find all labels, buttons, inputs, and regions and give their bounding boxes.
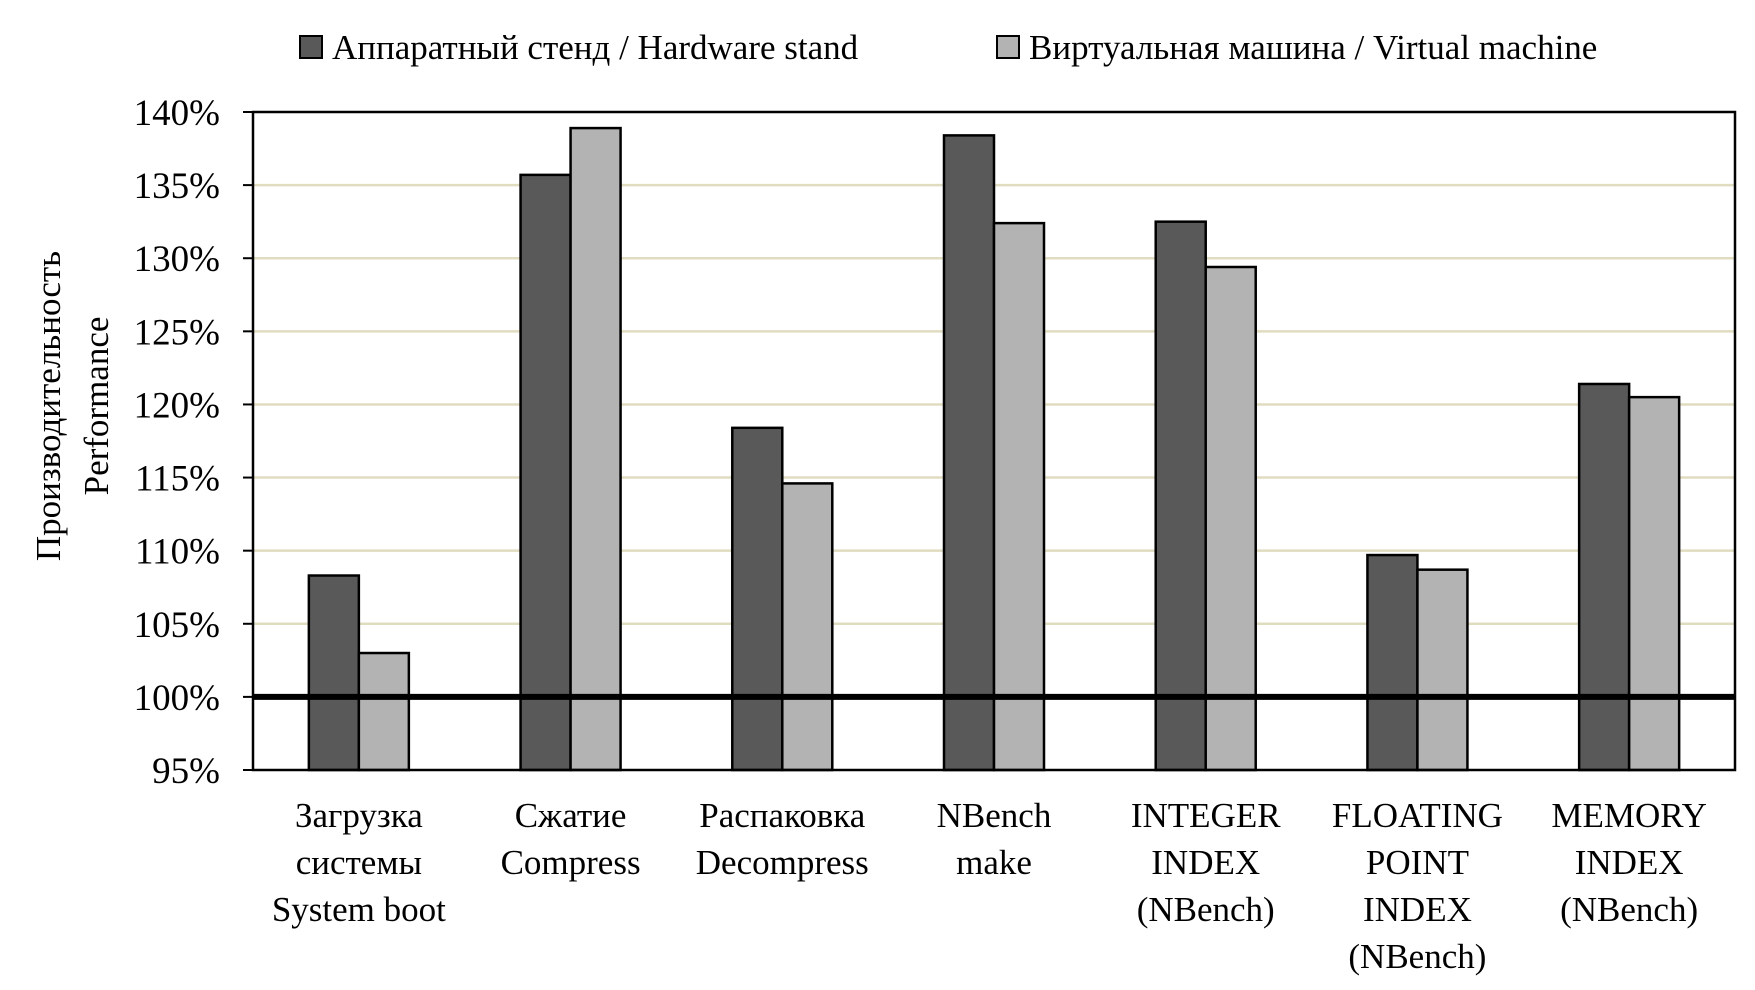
y-tick-label: 120% [134, 385, 220, 426]
bar-series-2 [781, 482, 834, 772]
bar-series-2 [1627, 395, 1681, 772]
bar-series-1 [1154, 220, 1207, 772]
y-tick-label: 140% [134, 93, 220, 134]
x-category-label: Загрузка системы System boot [272, 796, 446, 929]
legend-label: Аппаратный стенд / Hardware stand [332, 28, 859, 67]
y-axis-label-line: Производительность [29, 251, 68, 561]
legend-label: Виртуальная машина / Virtual machine [1029, 28, 1597, 67]
plot-frame-rect [251, 110, 1737, 772]
legend: Аппаратный стенд / Hardware stand Виртуал… [299, 28, 1597, 67]
legend-swatch [996, 35, 1020, 59]
y-axis-title: Производительность Performance [29, 251, 116, 561]
bar-series-1 [307, 574, 361, 772]
y-tick-label: 115% [135, 459, 220, 500]
y-axis-label-line: Performance [77, 317, 116, 496]
bar-series-2 [357, 651, 411, 772]
bars [307, 126, 1681, 772]
bar-series-2 [569, 126, 622, 772]
x-category-label: Распаковка Decompress [696, 796, 869, 882]
y-tick-label: 105% [134, 605, 220, 646]
y-tick-label: 95% [152, 751, 220, 792]
x-category-label: Сжатие Compress [501, 796, 641, 882]
bar-series-1 [731, 426, 784, 772]
y-tick-label: 135% [134, 166, 220, 207]
x-category-label: NBench make [937, 796, 1052, 882]
y-tick-label: 130% [134, 239, 220, 280]
bar-series-2 [1416, 568, 1469, 772]
x-category-label: INTEGER INDEX (NBench) [1131, 796, 1281, 929]
y-tick-labels: 95% 100% 105% 110% 115% 120% 125% 130% 135% 140% [134, 93, 253, 792]
x-category-label: FLOATING POINT INDEX (NBench) [1332, 796, 1503, 976]
x-category-label: MEMORY INDEX (NBench) [1551, 796, 1707, 929]
plot-frame [251, 110, 1737, 772]
x-category-labels: Загрузка системы System boot Сжатие Compress… [272, 796, 1707, 976]
bar-series-2 [992, 221, 1046, 772]
bar-series-1 [942, 134, 996, 772]
bar-series-1 [519, 173, 572, 772]
legend-swatch [299, 35, 323, 59]
y-tick-label: 125% [134, 312, 220, 353]
bar-series-1 [1366, 553, 1419, 772]
bar-series-1 [1577, 382, 1631, 772]
y-tick-label: 100% [134, 678, 220, 719]
bar-series-2 [1204, 265, 1257, 772]
y-tick-label: 110% [135, 532, 220, 573]
